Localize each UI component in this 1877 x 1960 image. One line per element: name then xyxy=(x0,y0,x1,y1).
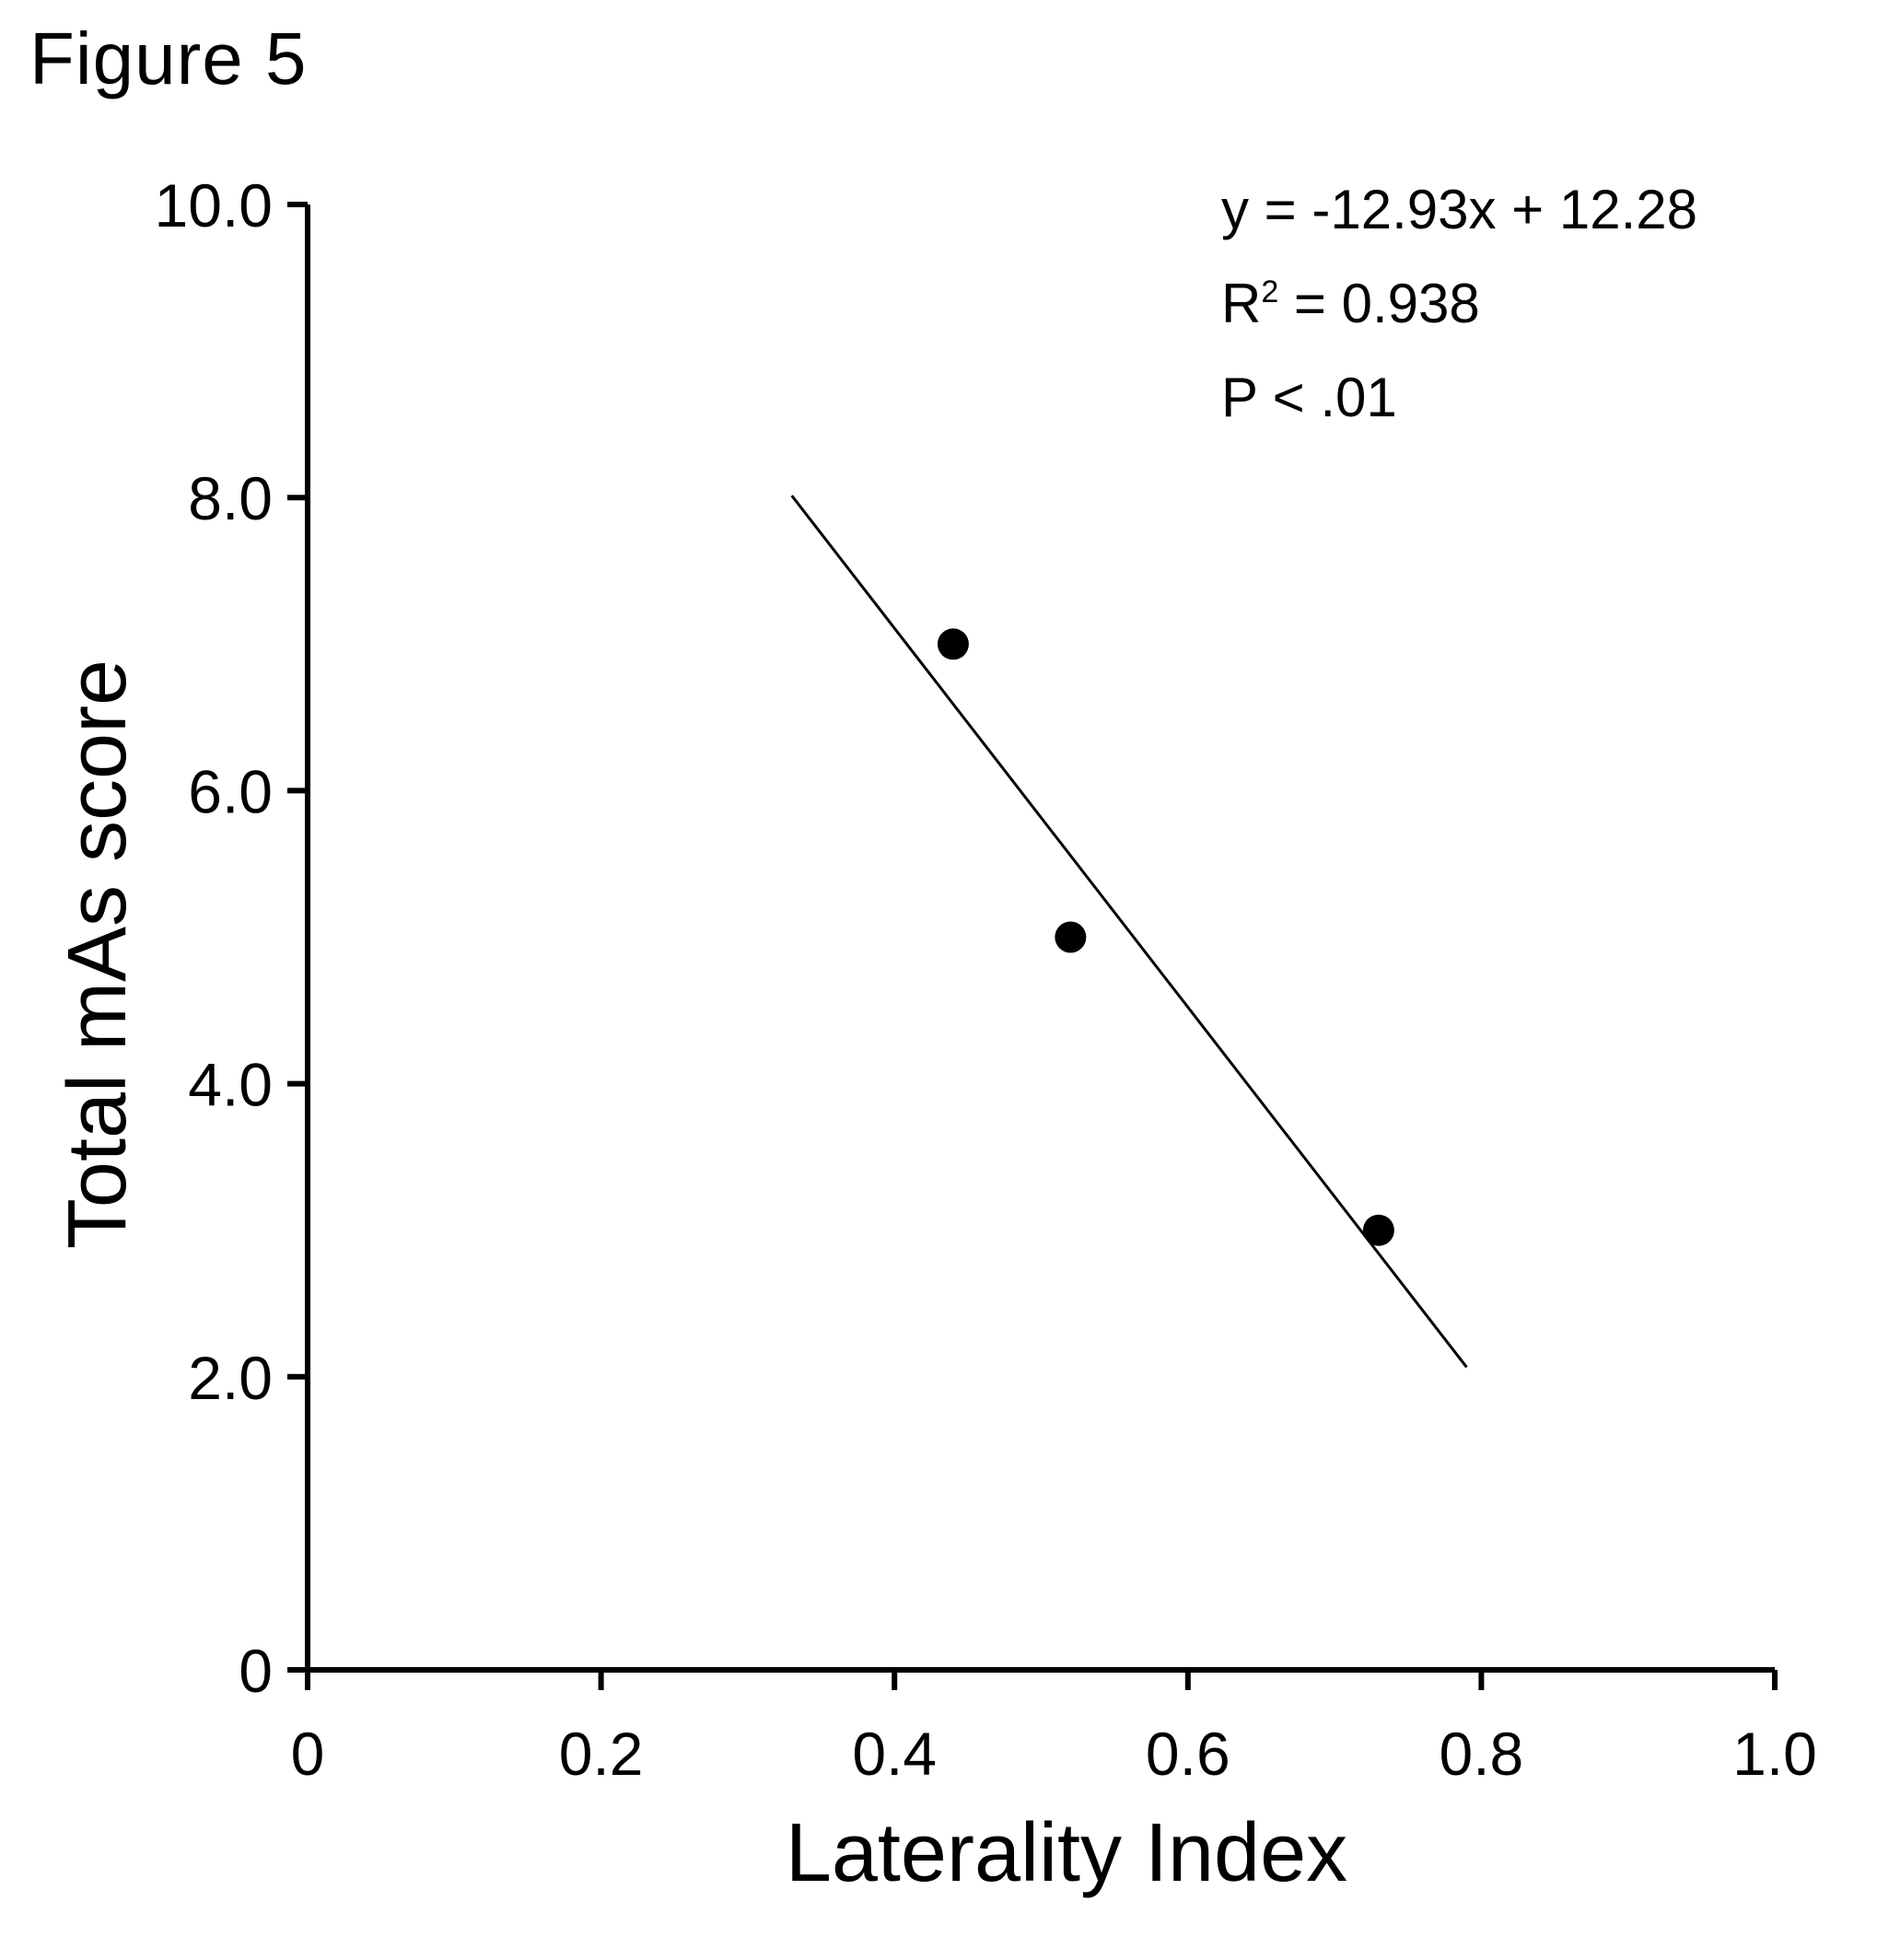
equation-annotation: y = -12.93x + 12.28 xyxy=(1221,179,1697,240)
r-squared-superscript: 2 xyxy=(1261,274,1278,309)
y-tick-label: 6.0 xyxy=(188,757,273,825)
r-squared-value: = 0.938 xyxy=(1278,273,1480,334)
y-tick-label: 0 xyxy=(239,1637,273,1705)
y-axis-label: Total mAs score xyxy=(52,659,144,1249)
x-tick-label: 0.8 xyxy=(1440,1720,1524,1788)
fit-line-group xyxy=(790,495,1468,1369)
x-tick-label: 0 xyxy=(291,1720,325,1788)
x-axis-label: Laterality Index xyxy=(786,1807,1347,1899)
x-tick-label: 0.2 xyxy=(559,1720,644,1788)
y-tick-label: 10.0 xyxy=(155,171,273,239)
y-tick-label: 8.0 xyxy=(188,464,273,532)
y-tick-label: 2.0 xyxy=(188,1344,273,1412)
r-squared-annotation: R2 = 0.938 xyxy=(1221,273,1480,334)
data-point xyxy=(1055,921,1087,953)
data-point xyxy=(937,628,969,660)
y-tick-label: 4.0 xyxy=(188,1051,273,1119)
data-point xyxy=(1362,1214,1394,1246)
axes xyxy=(305,204,1775,1673)
x-tick-label: 1.0 xyxy=(1732,1720,1817,1788)
data-points xyxy=(937,628,1394,1246)
regression-line xyxy=(790,495,1468,1369)
figure-title: Figure 5 xyxy=(29,18,308,99)
r-squared-prefix: R xyxy=(1221,273,1261,334)
x-tick-label: 0.6 xyxy=(1146,1720,1230,1788)
x-ticks: 0 0.2 0.4 0.6 0.8 1.0 xyxy=(291,1670,1817,1788)
y-ticks: 0 2.0 4.0 6.0 8.0 10.0 xyxy=(155,171,308,1705)
x-tick-label: 0.4 xyxy=(852,1720,937,1788)
p-value-annotation: P < .01 xyxy=(1221,367,1397,428)
